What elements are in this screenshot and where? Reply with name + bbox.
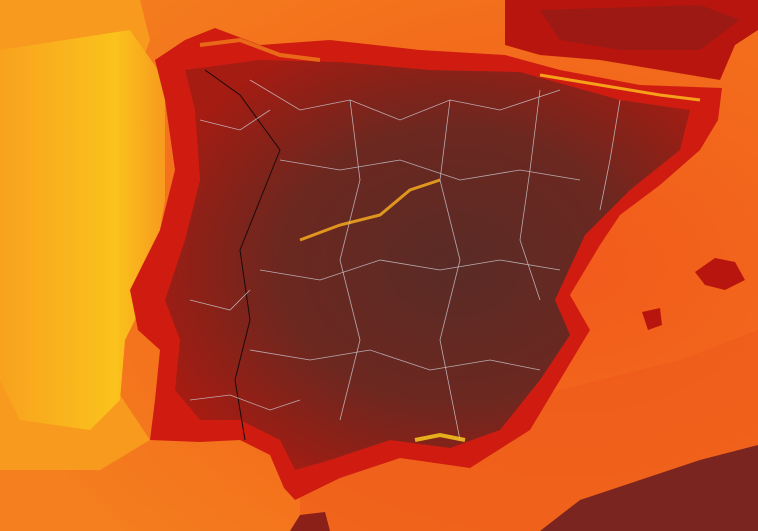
mountains-sierra-nevada <box>414 432 466 442</box>
region-border <box>339 99 361 421</box>
region-border <box>199 109 271 131</box>
region-border <box>599 99 621 211</box>
north-africa <box>540 445 758 531</box>
region-border <box>519 89 541 301</box>
region-border <box>259 259 561 281</box>
region-border <box>189 289 251 311</box>
cantabrian-heat <box>199 37 321 62</box>
ibiza <box>642 308 662 330</box>
portugal-border <box>204 69 281 441</box>
region-border <box>439 99 461 441</box>
france-interior <box>540 5 740 50</box>
region-border <box>189 394 301 411</box>
region-border <box>249 79 561 121</box>
mountains-central <box>299 178 441 242</box>
region-border <box>249 349 541 371</box>
atlantic-cool <box>0 30 165 430</box>
mallorca <box>695 258 745 290</box>
mountains-pyrenees <box>539 73 701 102</box>
morocco-tip <box>290 512 330 531</box>
